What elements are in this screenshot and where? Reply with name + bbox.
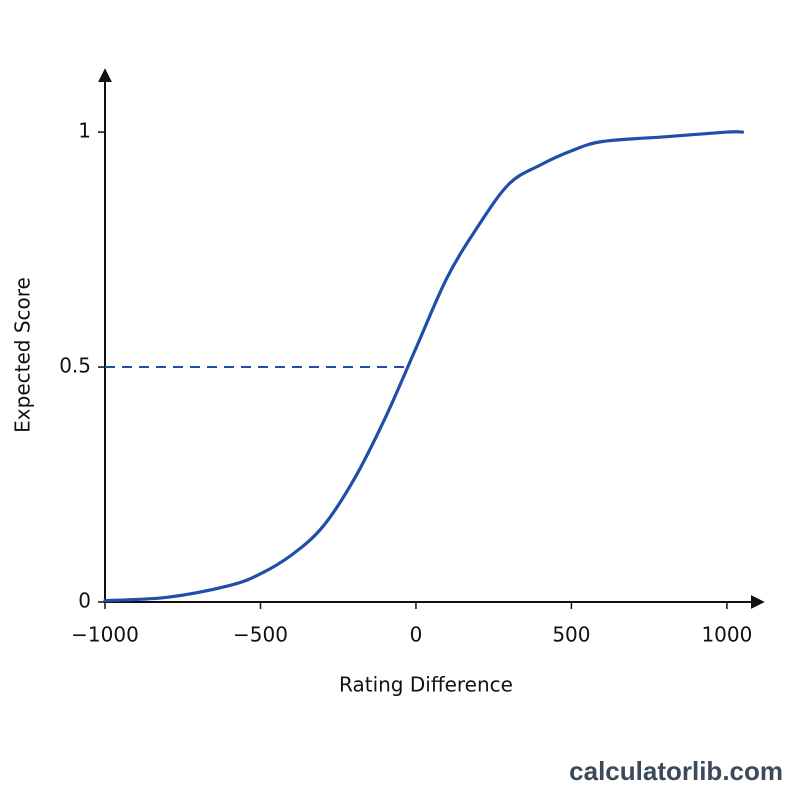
curve: [103, 130, 745, 603]
y-tick-label: 0: [78, 589, 91, 613]
y-axis-label: Expected Score: [11, 277, 35, 433]
y-tick-label: 0.5: [59, 354, 91, 378]
x-tick-label: 0: [410, 623, 423, 647]
x-tick-label: −1000: [71, 623, 139, 647]
y-tick-label: 1: [78, 119, 91, 143]
watermark: calculatorlib.com: [569, 756, 783, 786]
x-tick-label: 1000: [701, 623, 752, 647]
x-axis-label: Rating Difference: [339, 673, 513, 697]
x-tick-label: 500: [552, 623, 590, 647]
x-tick-label: −500: [233, 623, 288, 647]
